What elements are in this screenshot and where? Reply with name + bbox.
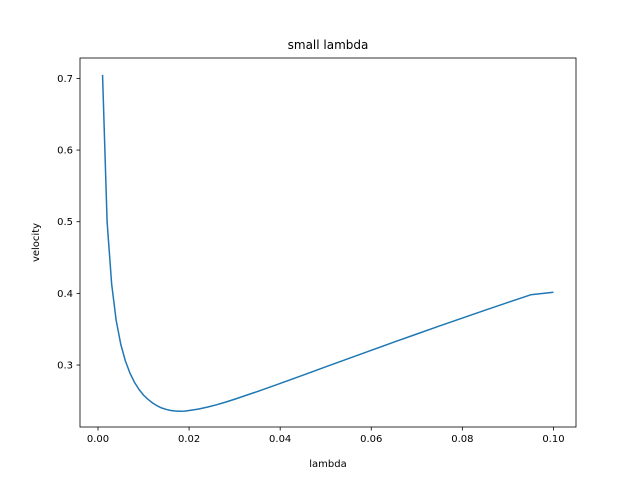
y-tick-label: 0.5	[57, 217, 73, 228]
y-tick-label: 0.7	[57, 74, 73, 85]
chart-title: small lambda	[288, 38, 369, 52]
axes-frame	[79, 57, 577, 428]
series-line-0	[101, 74, 554, 412]
y-axis-label: velocity	[31, 223, 42, 262]
y-axis-ticks: 0.3 0.4 0.5 0.6 0.7	[57, 74, 80, 372]
y-tick-label: 0.4	[57, 289, 73, 300]
x-tick-label: 0.02	[178, 434, 200, 445]
x-tick-label: 0.04	[269, 434, 291, 445]
x-tick-label: 0.00	[87, 434, 109, 445]
x-tick-label: 0.06	[360, 434, 382, 445]
y-tick-label: 0.3	[57, 361, 73, 372]
y-tick-label: 0.6	[57, 146, 73, 157]
x-tick-label: 0.08	[451, 434, 473, 445]
x-axis-label: lambda	[309, 459, 346, 470]
plot-area	[101, 74, 554, 412]
x-tick-label: 0.10	[542, 434, 564, 445]
x-axis-ticks: 0.00 0.02 0.04 0.06 0.08 0.10	[87, 427, 565, 445]
